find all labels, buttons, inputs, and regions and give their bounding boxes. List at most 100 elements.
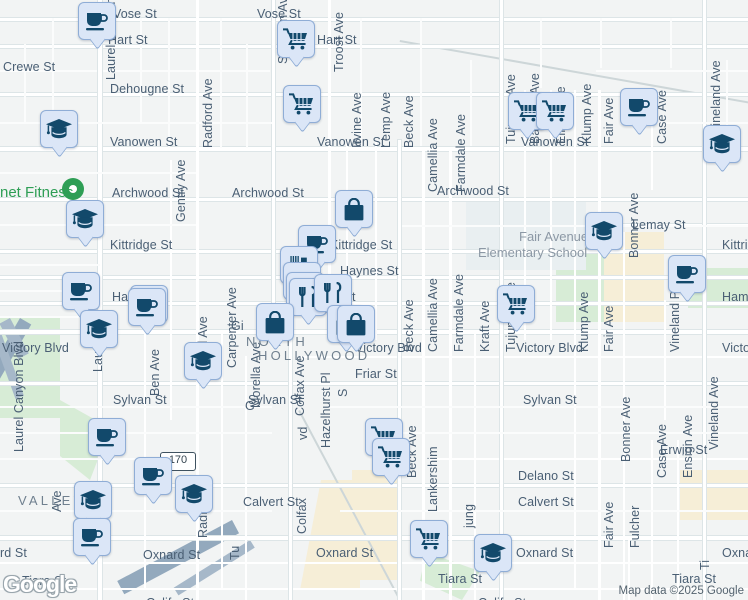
store-marker[interactable]: [337, 305, 375, 343]
grocery-marker[interactable]: [410, 520, 448, 558]
cafe-marker[interactable]: [73, 518, 111, 556]
school-marker[interactable]: [74, 481, 112, 519]
school-grounds: [466, 200, 586, 270]
shopping-cart-icon: [378, 446, 404, 468]
street-haynes: [0, 276, 748, 279]
school-marker[interactable]: [703, 125, 741, 163]
street-lemp: [375, 140, 377, 340]
street-label: Lemp Ave: [379, 91, 393, 148]
grocery-marker[interactable]: [536, 92, 574, 130]
minor-street: [540, 18, 542, 88]
street-label: Bonner Ave: [619, 396, 633, 462]
street-label: Klump Ave: [580, 83, 594, 144]
street-label: Delano St: [518, 469, 574, 483]
school-marker[interactable]: [40, 110, 78, 148]
street-label: Gi: [231, 319, 244, 333]
cafe-marker[interactable]: [88, 418, 126, 456]
minor-street: [0, 122, 272, 124]
street-label: Kraft Ave: [478, 300, 492, 352]
street-label: Archwood St: [112, 186, 184, 200]
school-marker[interactable]: [80, 310, 118, 348]
cafe-marker[interactable]: [62, 272, 100, 310]
grocery-marker[interactable]: [277, 20, 315, 58]
street-label: Vineland Ave: [707, 376, 721, 450]
street-bakman: [524, 90, 526, 340]
store-marker[interactable]: [256, 303, 294, 341]
street-label: Beck Ave: [402, 95, 416, 148]
street-label: Troost Ave: [332, 11, 346, 72]
street-archwood: [0, 198, 748, 201]
street-label: Crewe St: [3, 60, 56, 74]
street-label: Calvert St: [243, 495, 299, 509]
street-label: Gentry Ave: [174, 159, 188, 222]
street-label: jung: [462, 503, 476, 528]
street-label: Carpenter Ave: [225, 287, 239, 368]
school-marker[interactable]: [474, 534, 512, 572]
cafe-marker[interactable]: [668, 255, 706, 293]
graduation-cap-icon: [190, 351, 216, 371]
minor-street: [0, 264, 100, 266]
school-marker[interactable]: [66, 200, 104, 238]
street-dehougne: [0, 93, 748, 96]
street-label: Tiara St: [438, 572, 483, 586]
street-label: Hazelhurst Pl: [319, 372, 333, 448]
coffee-cup-icon: [85, 10, 109, 32]
street-case-lower: [651, 440, 653, 600]
minor-street: [220, 18, 222, 148]
street-label: Ben Ave: [148, 348, 162, 396]
street-label: Klump Ave: [577, 291, 591, 352]
street-label: Victor: [722, 341, 748, 355]
cafe-marker[interactable]: [134, 457, 172, 495]
school-marker[interactable]: [175, 475, 213, 513]
graduation-cap-icon: [591, 221, 617, 241]
shopping-cart-icon: [283, 28, 309, 50]
coffee-cup-icon: [95, 426, 119, 448]
street-label: Vanowen St: [521, 135, 589, 149]
minor-street: [620, 122, 748, 124]
street-label: Farmdale Ave: [452, 273, 466, 352]
school-marker[interactable]: [585, 212, 623, 250]
planet-fitness-pin[interactable]: [62, 178, 84, 200]
cafe-marker[interactable]: [78, 2, 116, 40]
minor-street: [402, 225, 748, 227]
street-friar: [300, 356, 748, 358]
coffee-cup-icon: [141, 465, 165, 487]
street-label: Tu: [228, 545, 242, 560]
minor-street: [0, 510, 272, 512]
street-troost: [328, 0, 331, 330]
street-label: Ha: [112, 290, 129, 304]
shopping-bag-icon: [345, 312, 367, 336]
coffee-cup-icon: [135, 296, 159, 318]
minor-street: [330, 406, 748, 408]
street-label: Ensign Ave: [681, 414, 695, 478]
grocery-marker[interactable]: [283, 85, 321, 123]
minor-street: [400, 432, 748, 434]
shopping-cart-icon: [514, 100, 540, 122]
minor-street: [360, 18, 362, 146]
cafe-marker[interactable]: [128, 288, 166, 326]
place-label: HOLLYWOOD: [258, 348, 371, 363]
graduation-cap-icon: [80, 490, 106, 510]
brand-label[interactable]: net Fitness: [0, 184, 74, 201]
commercial-area: [680, 470, 748, 520]
grocery-marker[interactable]: [372, 438, 410, 476]
street-label: Laurel Canyon Blvd: [12, 341, 26, 452]
street-label: rd St: [0, 546, 27, 560]
street-oxnard: [0, 536, 748, 540]
street-label: S: [336, 388, 350, 397]
street-morella: [245, 356, 247, 600]
coffee-cup-icon: [69, 280, 93, 302]
grocery-marker[interactable]: [497, 285, 535, 323]
street-label: Hart St: [108, 33, 148, 47]
minor-street: [140, 18, 142, 124]
minor-street: [52, 18, 54, 124]
street-carpenter: [221, 330, 223, 590]
cafe-marker[interactable]: [620, 88, 658, 126]
store-marker[interactable]: [335, 190, 373, 228]
school-marker[interactable]: [184, 342, 222, 380]
graduation-cap-icon: [72, 209, 98, 229]
minor-street: [0, 406, 272, 408]
street-label: Erwin St: [660, 443, 708, 457]
minor-street: [0, 172, 196, 174]
